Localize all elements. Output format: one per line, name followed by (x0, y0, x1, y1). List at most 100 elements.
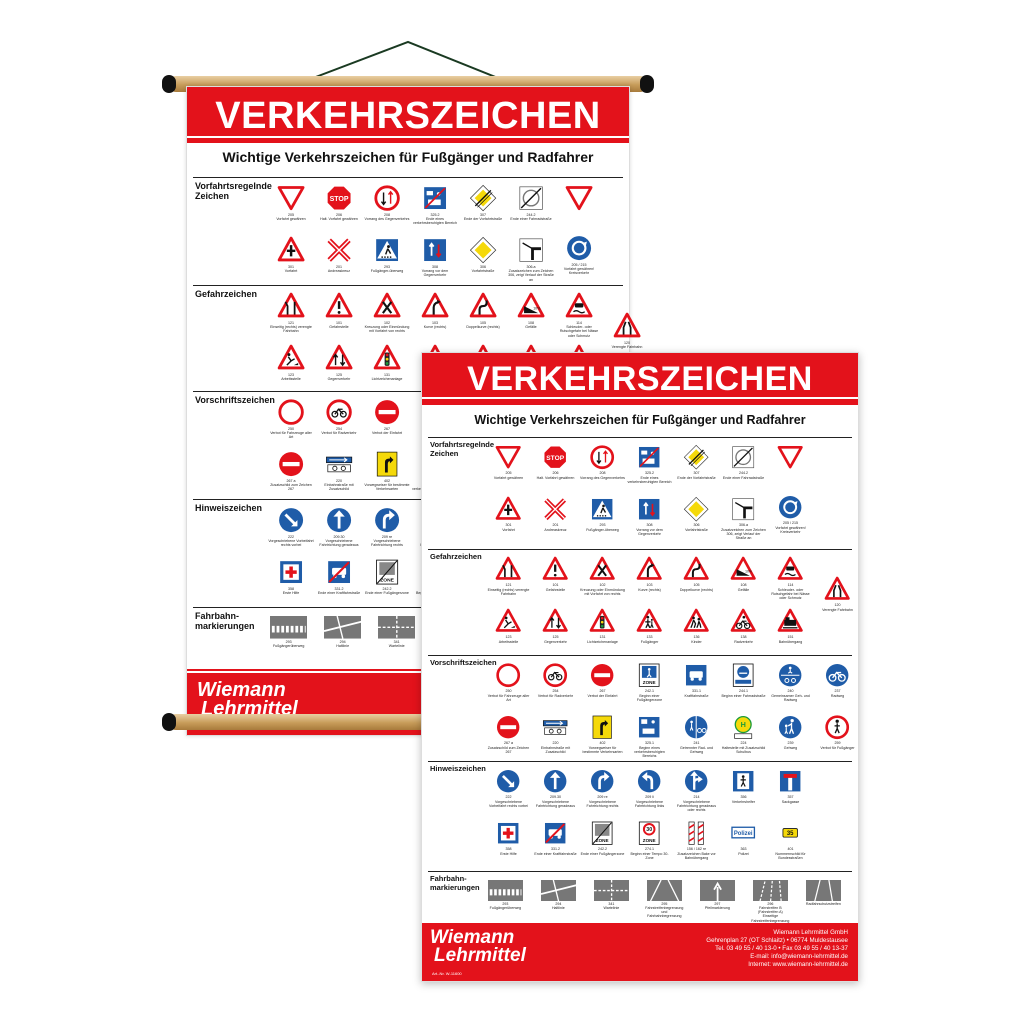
traffic-sign: 254 Verbot für Radverkehr (533, 662, 578, 698)
pedestrian-crossing-icon (591, 498, 614, 521)
no-entry-icon (497, 715, 520, 739)
priority-road-icon (469, 236, 497, 264)
no-vehicles-icon (496, 663, 521, 688)
poster-back-header: VERKEHRSZEICHEN (187, 87, 629, 143)
sign-number: 331.2 (551, 847, 560, 852)
traffic-sign: 131 Lichtzeichenanlage (364, 344, 410, 381)
poster-back-title: VERKEHRSZEICHEN (215, 95, 601, 137)
road-marking-image (377, 616, 416, 639)
motorway-icon (685, 664, 708, 687)
bus-stop-icon: H (734, 715, 753, 739)
sign-number: 307 (693, 471, 700, 476)
traffic-sign: 358 Erste Hilfe (486, 820, 531, 856)
sign-caption: Vorfahrt (284, 269, 298, 274)
sign-caption: Ende eines verkehrsberuhigten Bereich (413, 217, 457, 226)
marking-caption: Wartelinie (603, 906, 620, 911)
sign-caption: Vorfahrtstraße (685, 527, 708, 532)
traffic-sign: 267 Verbot der Einfahrt (580, 662, 625, 698)
turn-right-icon (591, 769, 614, 793)
sign-number: 301 (288, 265, 294, 270)
sign-number: 102 (384, 321, 390, 326)
sign-caption: Nummernschild für Bundesstraßen (775, 851, 806, 860)
sign-caption: Gegenverkehr (327, 377, 351, 382)
danger-icon (325, 292, 353, 318)
sign-number: 208 (599, 471, 606, 476)
road-marking-image (593, 880, 629, 902)
sign-caption: Ende der Vorfahrtstraße (677, 475, 716, 480)
end-zone-icon: ZONE (592, 821, 613, 845)
direction-icon (376, 451, 398, 477)
sign-number: 241 (693, 741, 700, 746)
sign-caption: Vorgeschriebene Vorbeifahrt rechts vorbe… (489, 799, 528, 808)
traffic-sign: 220 Einbahnstraße mit Zusatzschild (533, 714, 578, 754)
end-zone-icon: ZONE (376, 559, 398, 585)
sign-caption: Verbot für Radverkehr (321, 431, 357, 436)
sign-caption: Vorgeschriebene Fahrtrichtung geradeaus … (676, 799, 717, 812)
traffic-sign (768, 444, 813, 471)
road-marking-image (269, 616, 308, 639)
end-traffic-calmed-icon (423, 186, 447, 210)
sign-caption: Gefälle (525, 325, 537, 330)
traffic-sign: 201 Andreaskreuz (533, 496, 578, 532)
sign-number: 125 (552, 635, 559, 640)
sign-number: 123 (288, 373, 294, 378)
curve-icon (636, 556, 663, 580)
art-nr-front: Art.-Nr. W-11600 (432, 971, 462, 976)
sign-caption: Vorrang des Gegenverkehrs (364, 217, 410, 222)
traffic-sign: 102 Kreuzung oder Einmündung mit Vorfahrt… (580, 556, 625, 596)
sign-number: 267 (599, 689, 606, 694)
dead-end-icon (779, 770, 802, 793)
sign-number: 209 li (645, 795, 654, 800)
sign-caption: Getrennter Rad- und Gehweg (680, 745, 713, 754)
sign-caption: Lichtzeichenanlage (371, 377, 403, 382)
railway-icon (777, 608, 804, 632)
traffic-sign: 125 Gegenverkehr (533, 608, 578, 644)
narrowing-both-icon (613, 312, 641, 338)
sign-caption: Verbot für Radverkehr (537, 693, 574, 698)
sign-caption: Gemeinsamer Geh- und Radweg (771, 693, 810, 702)
marking-number: 294 (555, 902, 562, 907)
turn-left-icon (638, 769, 661, 793)
traffic-sign: 121 Einseitig (rechts) verengte Fahrbahn (268, 292, 314, 334)
poster-front-title: VERKEHRSZEICHEN (467, 360, 813, 398)
traffic-sign: 121 Einseitig (rechts) verengte Fahrbahn (486, 556, 531, 596)
slope-icon: 10% (730, 556, 757, 580)
svg-text:ZONE: ZONE (380, 577, 394, 583)
sign-number: 254 (552, 689, 559, 694)
sign-number: 105 (480, 321, 486, 326)
sign-caption: Ende eines verkehrsberuhigten Bereich (627, 475, 672, 484)
traffic-sign: ZONE 242.2 Ende einer Fußgängerzone (364, 558, 410, 595)
supplementary-icon (543, 720, 568, 735)
sign-number: 209.30 (550, 795, 561, 800)
sign-caption: Ende einer Kraftfahrstraße (534, 851, 577, 856)
traffic-sign: 306.a Zusatzzeichen zum Zeichen 306, zeig… (721, 496, 766, 540)
yield-icon (495, 445, 522, 469)
sign-number: 363 (740, 847, 747, 852)
sign-caption: Kraftfahrstraße (684, 693, 709, 698)
straight-icon (327, 508, 351, 533)
marking-number: 293 (285, 639, 292, 644)
crossroad-icon (373, 292, 401, 318)
yield-icon (777, 445, 804, 469)
section-front-gefahr: Gefahrzeichen 121 Einseitig (rechts) veren… (428, 549, 853, 655)
marking-caption: Haltlinie (336, 643, 350, 648)
sign-number: 120 (624, 341, 630, 346)
sign-caption: Fußgänger-überweg (586, 527, 619, 532)
sign-number: 222 (288, 535, 294, 540)
railway-cross-icon (327, 238, 351, 262)
sign-caption: Ende einer Fahrradstraße (722, 475, 765, 480)
sign-caption: Vorfahrt (502, 527, 515, 532)
sign-number: 224 (740, 741, 747, 746)
sign-caption: Kreuzung oder Einmündung mit Vorfahrt vo… (364, 325, 410, 334)
traffic-sign: 402 Vorwegweiser für bestimmte Verkehrsar… (580, 714, 625, 754)
sign-number: 121 (505, 583, 512, 588)
traffic-sign: 267 a Zusatzschild zum Zeichen 267 (268, 450, 314, 492)
sign-caption: Vorfahrt gewähren! Kreisverkehr (563, 267, 595, 276)
sign-caption: Andreaskreuz (327, 269, 351, 274)
sign-caption: Zusatzzeichen zum Zeichen 306, zeigt Ver… (508, 269, 554, 282)
sign-number: 254 (336, 427, 342, 432)
sign-caption: Ende einer Fußgängerzone (365, 591, 409, 596)
